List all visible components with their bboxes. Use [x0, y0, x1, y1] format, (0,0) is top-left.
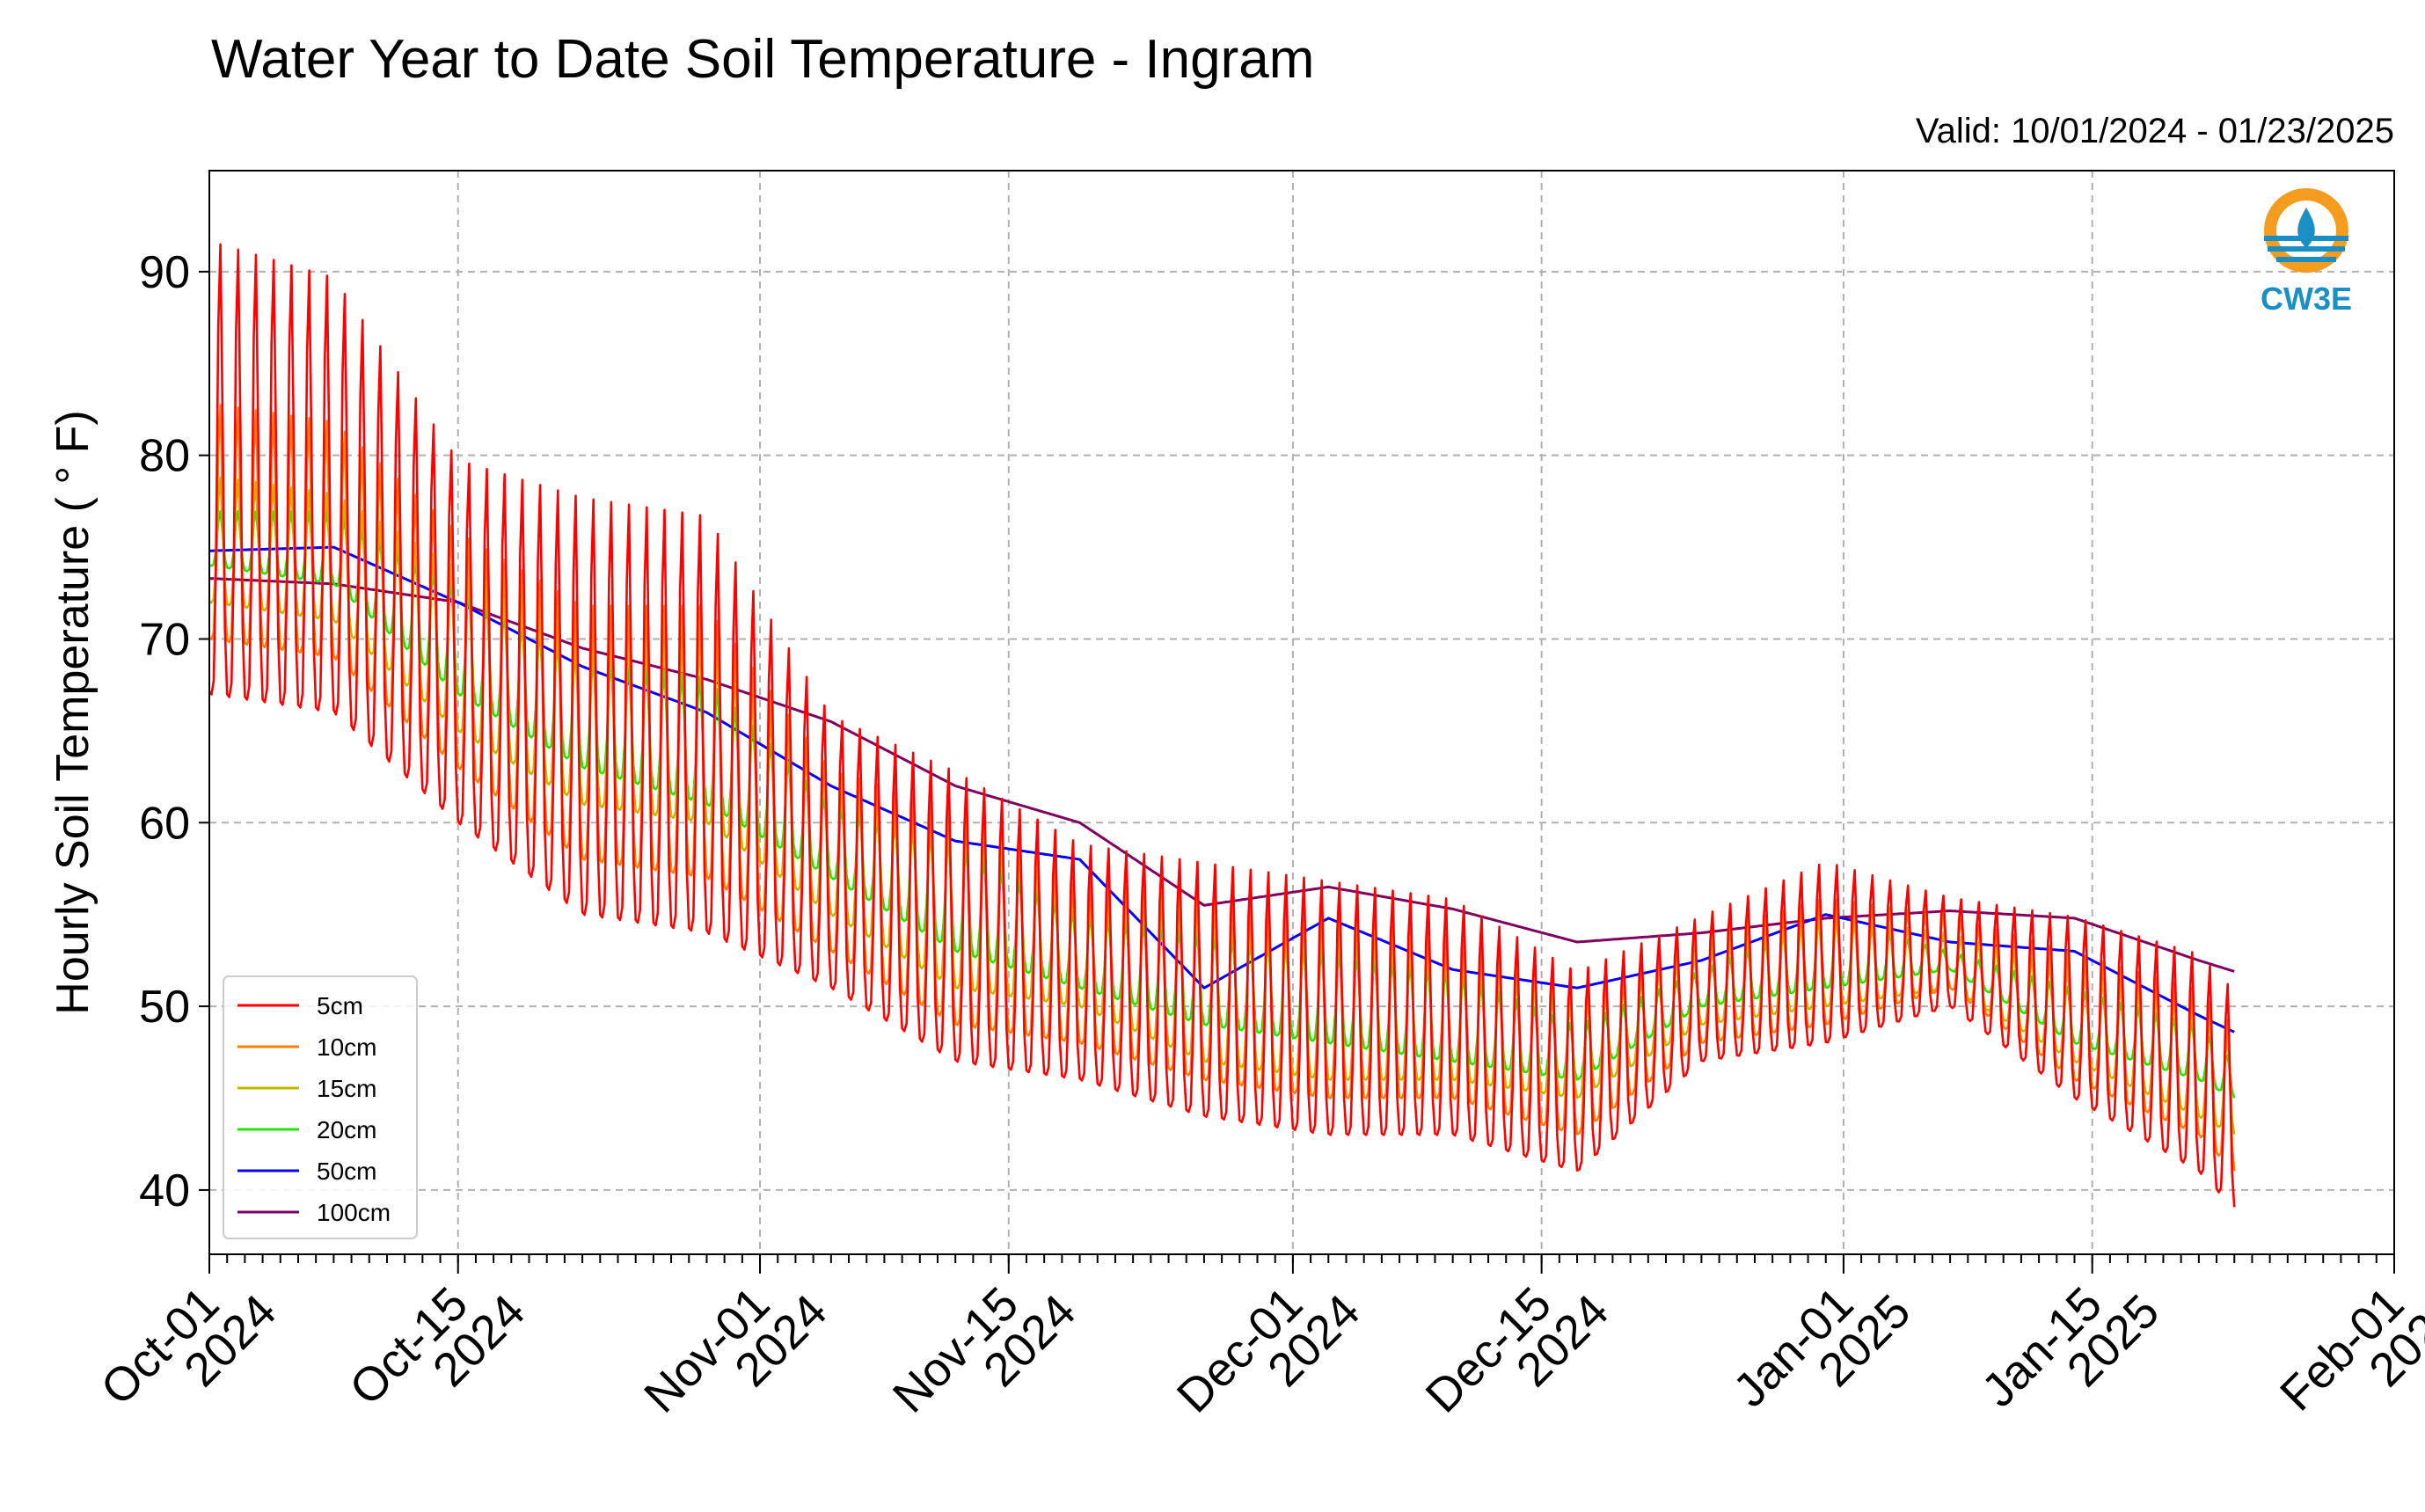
y-tick-label: 80 [139, 431, 190, 482]
legend-label-15cm: 15cm [317, 1075, 376, 1102]
series-line-20cm [208, 509, 2236, 1099]
series-line-5cm [208, 243, 2236, 1208]
logo-text: CW3E [2261, 281, 2352, 317]
series-line-100cm [208, 577, 2235, 973]
y-tick-label: 40 [139, 1165, 190, 1216]
valid-date-range: Valid: 10/01/2024 - 01/23/2025 [1916, 112, 2394, 150]
logo-wave-icon [2264, 236, 2348, 241]
cw3e-logo: CW3E [2261, 188, 2352, 317]
y-axis-label: Hourly Soil Temperature ( ° F) [47, 410, 99, 1014]
series-line-15cm [208, 476, 2236, 1135]
legend-label-5cm: 5cm [317, 992, 363, 1019]
chart-title: Water Year to Date Soil Temperature - In… [211, 29, 1314, 90]
y-tick-label: 50 [139, 982, 190, 1033]
legend-box [223, 975, 418, 1239]
legend-label-20cm: 20cm [317, 1116, 376, 1143]
y-tick-label: 60 [139, 798, 190, 849]
y-axis: 40 50 60 70 80 90 [139, 247, 209, 1216]
legend: 5cm 10cm 15cm 20cm 50cm 100cm [223, 975, 418, 1239]
plot-frame [208, 170, 2395, 1255]
legend-label-50cm: 50cm [317, 1158, 376, 1185]
series-layer [208, 243, 2236, 1208]
y-tick-label: 90 [139, 247, 190, 298]
series-line-10cm [208, 404, 2236, 1172]
y-tick-label: 70 [139, 614, 190, 665]
legend-label-100cm: 100cm [317, 1199, 391, 1226]
series-line-50cm [209, 545, 2235, 1034]
legend-label-10cm: 10cm [317, 1034, 376, 1061]
logo-wave-icon [2276, 257, 2336, 262]
logo-wave-icon [2268, 246, 2345, 252]
